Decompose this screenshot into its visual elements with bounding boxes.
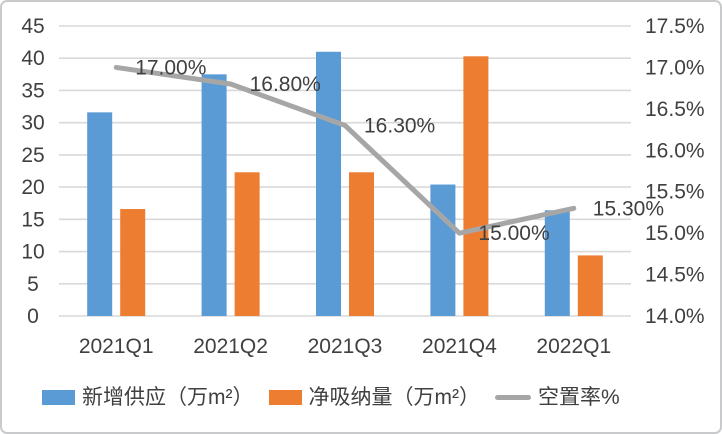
right-axis-tick: 15.5% — [645, 181, 705, 204]
bar-net-absorption-2022Q1 — [577, 255, 603, 316]
left-axis-tick: 5 — [27, 273, 39, 296]
bar-net-absorption-2021Q1 — [120, 209, 146, 316]
legend-swatch-new-supply — [42, 390, 75, 405]
right-axis-tick: 16.0% — [645, 139, 705, 162]
legend-item-new-supply: 新增供应（万m²） — [42, 387, 254, 408]
line-data-label: 15.30% — [593, 197, 664, 220]
right-axis-tick: 17.5% — [645, 15, 705, 38]
bar-new-supply-2021Q2 — [201, 74, 227, 316]
bar-new-supply-2021Q4 — [430, 184, 456, 316]
legend-item-vacancy-rate: 空置率% — [495, 387, 620, 408]
chart-legend: 新增供应（万m²） 净吸纳量（万m²） 空置率% — [42, 387, 620, 408]
x-axis-label: 2021Q4 — [422, 335, 497, 358]
left-axis-tick: 10 — [21, 241, 44, 264]
line-data-label: 16.80% — [250, 73, 321, 96]
left-axis-tick: 45 — [21, 15, 44, 38]
bar-net-absorption-2021Q2 — [234, 172, 260, 316]
x-axis-label: 2021Q3 — [308, 335, 383, 358]
right-axis-tick: 15.0% — [645, 222, 705, 245]
legend-swatch-vacancy-line — [495, 395, 531, 400]
bar-net-absorption-2021Q3 — [349, 172, 374, 316]
left-axis-tick: 30 — [21, 112, 44, 135]
vacancy-rate-line — [113, 64, 577, 236]
legend-label-vacancy-rate: 空置率% — [538, 386, 620, 409]
left-axis-tick: 25 — [21, 144, 44, 167]
x-axis-label: 2022Q1 — [536, 335, 611, 358]
left-axis-tick: 35 — [21, 79, 44, 102]
legend-item-net-absorption: 净吸纳量（万m²） — [268, 386, 481, 409]
right-axis-tick: 16.5% — [645, 98, 705, 121]
legend-label-net-absorption: 净吸纳量（万m²） — [308, 386, 481, 409]
left-axis-tick: 40 — [21, 47, 44, 70]
bar-new-supply-2022Q1 — [544, 210, 570, 316]
bar-net-absorption-2021Q4 — [463, 56, 489, 317]
right-axis-tick: 17.0% — [645, 56, 705, 79]
bar-new-supply-2021Q1 — [87, 112, 113, 316]
bar-new-supply-2021Q3 — [316, 51, 341, 317]
left-axis-tick: 20 — [21, 176, 44, 199]
line-data-label: 17.00% — [135, 56, 206, 79]
x-axis-label: 2021Q1 — [79, 335, 154, 358]
x-axis-label: 2021Q2 — [193, 335, 268, 358]
right-axis-tick: 14.5% — [645, 264, 705, 287]
legend-label-new-supply: 新增供应（万m²） — [82, 386, 254, 409]
left-axis-tick: 15 — [21, 208, 44, 231]
line-data-label: 16.30% — [364, 114, 435, 137]
left-axis-tick: 0 — [27, 305, 39, 328]
line-data-label: 15.00% — [478, 222, 549, 245]
legend-swatch-net-absorption — [268, 390, 302, 405]
right-axis-tick: 14.0% — [645, 305, 705, 328]
